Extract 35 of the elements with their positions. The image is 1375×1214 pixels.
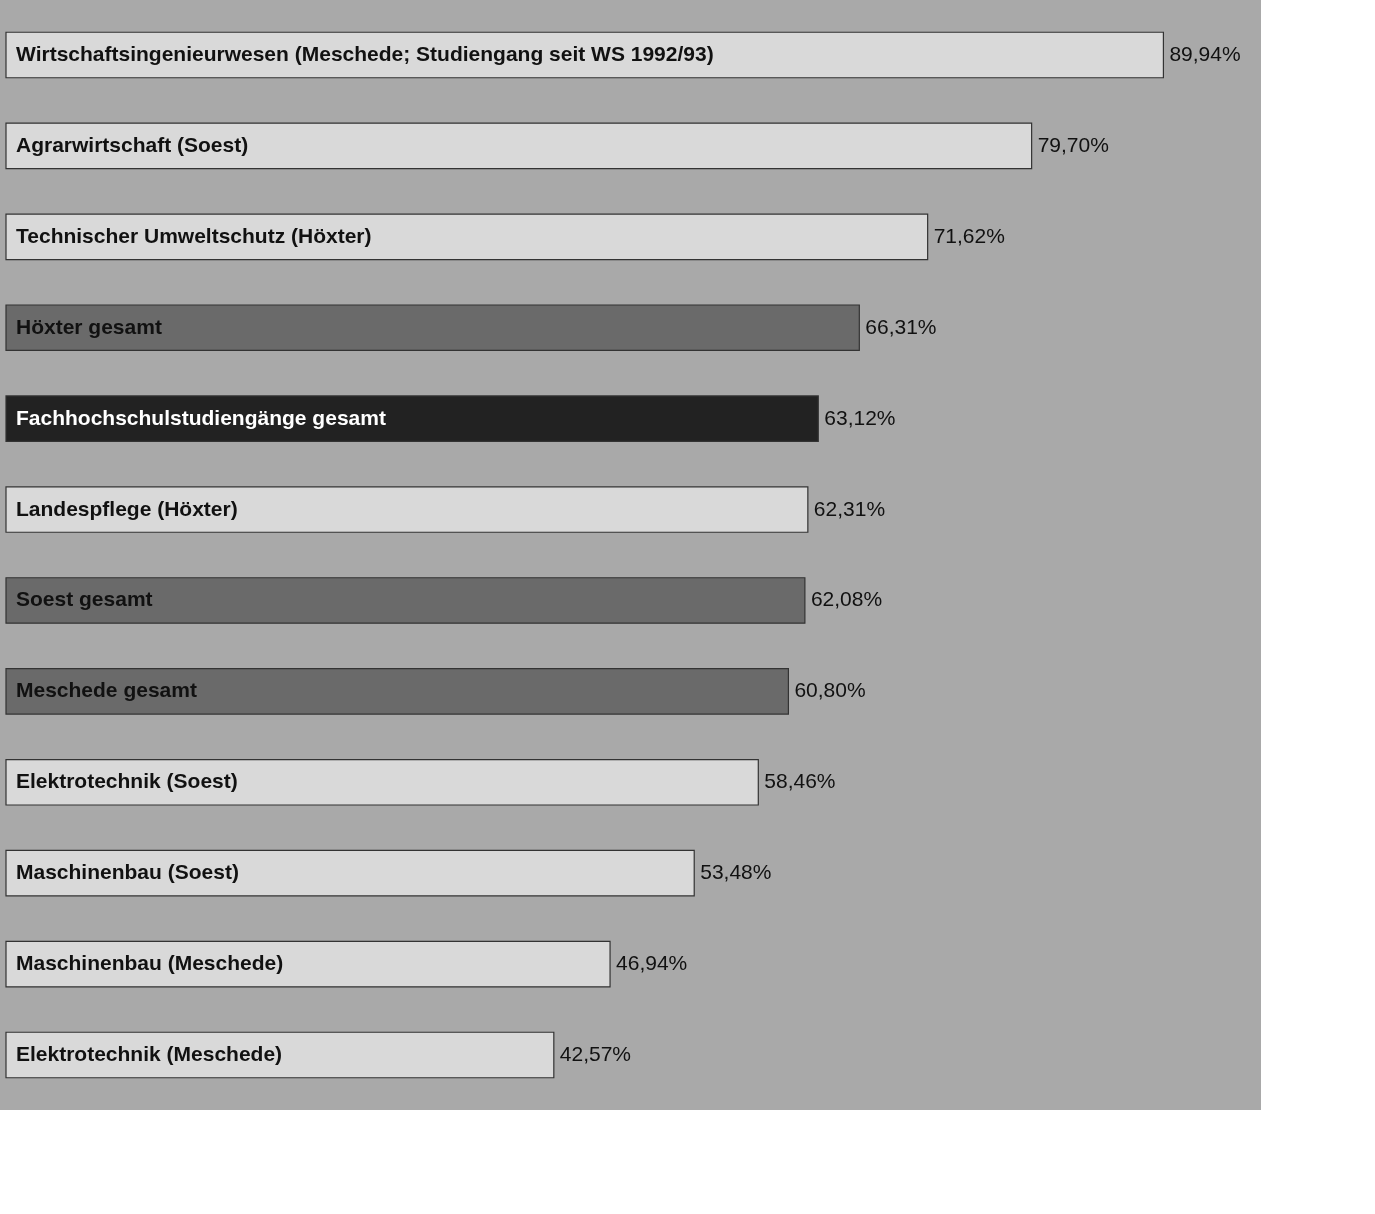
bar [5, 849, 695, 897]
bar [5, 213, 929, 261]
y-tick-label: Technischer Umweltschutz (Höxter) [16, 223, 372, 247]
data-label: 46,94% [616, 951, 688, 975]
y-tick-label: Agrarwirtschaft (Soest) [16, 132, 249, 156]
bar [5, 758, 759, 806]
bar [5, 577, 806, 624]
bar [5, 668, 790, 715]
data-label: 89,94% [1169, 42, 1241, 65]
y-tick-label: Maschinenbau (Soest) [16, 860, 239, 884]
y-tick-label: Wirtschaftsingenieurwesen (Meschede; Studiengang seit WS 1992/93) [16, 42, 714, 65]
bar [5, 122, 1033, 170]
bar [5, 395, 819, 442]
data-label: 71,62% [933, 223, 1005, 247]
data-label: 62,31% [813, 496, 886, 520]
data-label: 60,80% [794, 678, 866, 702]
y-tick-label: Soest gesamt [16, 587, 153, 611]
data-label: 62,08% [810, 587, 883, 611]
y-tick-label: Maschinenbau (Meschede) [16, 951, 284, 975]
data-label: 42,57% [559, 1042, 632, 1065]
data-label: 58,46% [764, 769, 836, 793]
bar [5, 304, 860, 352]
y-tick-label: Fachhochschulstudiengänge gesamt [16, 405, 386, 429]
bar [5, 1031, 555, 1079]
y-tick-label: Meschede gesamt [16, 678, 197, 702]
y-tick-label: Landespflege (Höxter) [16, 496, 238, 520]
data-label: 66,31% [865, 314, 937, 338]
y-tick-label: Höxter gesamt [16, 314, 162, 338]
data-label: 79,70% [1037, 132, 1109, 156]
data-label: 53,48% [700, 860, 772, 884]
bar [5, 940, 611, 988]
y-tick-label: Elektrotechnik (Soest) [16, 769, 238, 793]
y-tick-label: Elektrotechnik (Meschede) [16, 1042, 283, 1065]
data-label: 63,12% [824, 405, 896, 429]
bar [5, 486, 809, 533]
